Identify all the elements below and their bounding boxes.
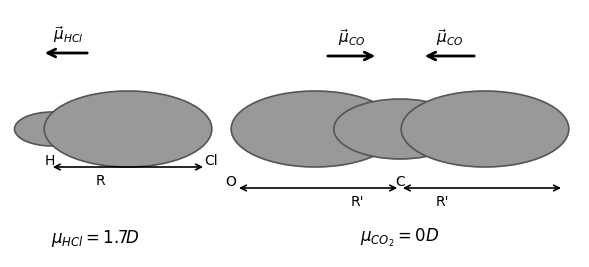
Text: R: R: [95, 174, 105, 188]
Ellipse shape: [231, 91, 399, 167]
Text: O: O: [226, 175, 237, 189]
Text: R': R': [436, 195, 449, 209]
Text: $\vec{\mu}_{CO}$: $\vec{\mu}_{CO}$: [436, 27, 463, 48]
Text: $\vec{\mu}_{CO}$: $\vec{\mu}_{CO}$: [337, 27, 365, 48]
Text: $\mu_{CO_2} = 0D$: $\mu_{CO_2} = 0D$: [360, 227, 439, 249]
Text: C: C: [395, 175, 405, 189]
Ellipse shape: [44, 91, 212, 167]
Ellipse shape: [15, 112, 90, 146]
Ellipse shape: [401, 91, 569, 167]
Text: $\mu_{HCl} = 1.7D$: $\mu_{HCl} = 1.7D$: [51, 228, 139, 249]
Text: Cl: Cl: [204, 154, 217, 168]
Text: R': R': [351, 195, 364, 209]
Ellipse shape: [334, 99, 466, 159]
Text: $\vec{\mu}_{HCl}$: $\vec{\mu}_{HCl}$: [53, 24, 83, 45]
Text: H: H: [45, 154, 55, 168]
